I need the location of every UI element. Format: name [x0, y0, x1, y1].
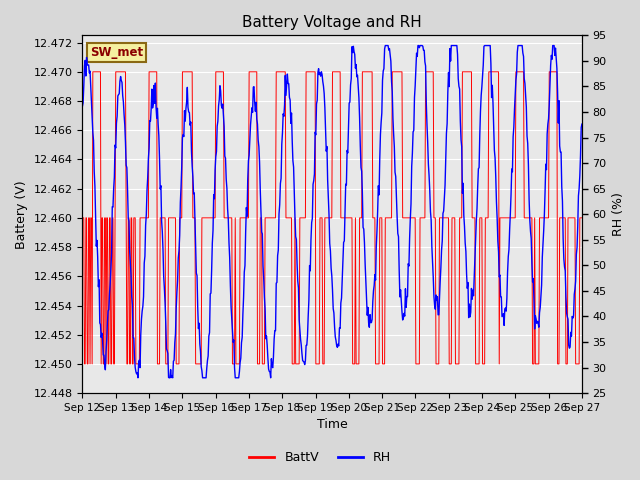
- Title: Battery Voltage and RH: Battery Voltage and RH: [243, 15, 422, 30]
- Y-axis label: Battery (V): Battery (V): [15, 180, 28, 249]
- X-axis label: Time: Time: [317, 419, 348, 432]
- Legend: BattV, RH: BattV, RH: [244, 446, 396, 469]
- Y-axis label: RH (%): RH (%): [612, 192, 625, 236]
- Text: SW_met: SW_met: [90, 46, 143, 59]
